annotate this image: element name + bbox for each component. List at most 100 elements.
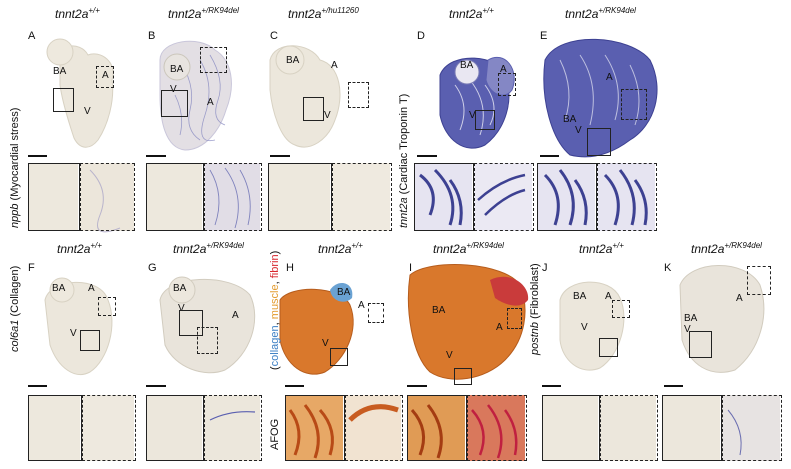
label-ba-C: BA bbox=[286, 55, 300, 66]
row-label-gene: col6a1 bbox=[9, 319, 21, 352]
scale-bar bbox=[542, 385, 561, 387]
label-a-G: A bbox=[232, 310, 239, 321]
header-E: tnnt2a+/RK94del bbox=[565, 6, 636, 21]
bulbus-A bbox=[46, 38, 74, 66]
row-label-gene: tnnt2a bbox=[398, 197, 410, 228]
allele: +/RK94del bbox=[201, 6, 239, 15]
roi-ventricle-K bbox=[689, 331, 712, 358]
roi-ventricle-F bbox=[80, 330, 100, 351]
gene-name: tnnt2a bbox=[168, 7, 202, 21]
inset-ventricle-E bbox=[537, 163, 597, 231]
label-ba-I: BA bbox=[432, 305, 446, 316]
stain-sep: , bbox=[269, 319, 281, 326]
header-A: tnnt2a+/+ bbox=[55, 6, 100, 21]
roi-atrium-G bbox=[197, 327, 218, 354]
allele: +/RK94del bbox=[598, 6, 636, 15]
stain-close: ) bbox=[269, 250, 281, 255]
scale-bar bbox=[146, 155, 166, 157]
row-label-desc: (Collagen) bbox=[9, 265, 21, 317]
panel-letter-I: I bbox=[409, 262, 413, 274]
heart-section-J bbox=[559, 281, 625, 371]
label-v-G: V bbox=[178, 303, 185, 314]
label-v-C: V bbox=[324, 110, 331, 121]
label-ba-B: BA bbox=[170, 64, 184, 75]
scale-bar bbox=[664, 385, 683, 387]
inset-tissue-row2 bbox=[28, 395, 780, 461]
scale-bar bbox=[270, 155, 290, 157]
label-ba-F: BA bbox=[52, 283, 66, 294]
panel-letter-J: J bbox=[542, 262, 548, 274]
heart-section-F bbox=[44, 281, 113, 375]
label-a-C: A bbox=[331, 60, 338, 71]
roi-ventricle-A bbox=[53, 88, 74, 112]
roi-atrium-F bbox=[98, 297, 116, 316]
stain-muscle: muscle bbox=[269, 284, 281, 320]
gene-name: tnnt2a bbox=[691, 242, 725, 256]
label-v-A: V bbox=[84, 106, 91, 117]
gene-name: tnnt2a bbox=[57, 242, 91, 256]
inset-atrium-D bbox=[474, 163, 534, 231]
atrium-D bbox=[485, 56, 515, 96]
scale-bar bbox=[285, 385, 304, 387]
row-label-tnnt2a: tnnt2a (Cardiac Troponin T) bbox=[398, 94, 410, 228]
allele: +/+ bbox=[88, 6, 100, 15]
row-label-nppb: nppb (Myocardial stress) bbox=[9, 108, 21, 228]
roi-atrium-C bbox=[348, 82, 369, 108]
gene-name: tnnt2a bbox=[565, 7, 599, 21]
bulbus-F bbox=[49, 277, 75, 303]
allele: +/+ bbox=[612, 241, 624, 250]
inset-ventricle-A bbox=[28, 163, 80, 231]
label-v-F: V bbox=[70, 328, 77, 339]
inset-atrium-C bbox=[332, 163, 392, 231]
header-B: tnnt2a+/RK94del bbox=[168, 6, 239, 21]
panel-letter-B: B bbox=[148, 30, 156, 42]
inset-atrium-H bbox=[345, 395, 403, 461]
inset-ventricle-H bbox=[285, 395, 345, 461]
heart-section-H bbox=[279, 288, 354, 375]
inset-atrium-K bbox=[722, 395, 782, 461]
bulbus-D bbox=[454, 59, 480, 85]
label-v-E: V bbox=[575, 125, 582, 136]
bulbus-H bbox=[330, 283, 353, 302]
roi-atrium-J bbox=[612, 300, 630, 318]
inset-ventricle-D bbox=[414, 163, 474, 231]
row-label-desc: (Fibroblast) bbox=[529, 263, 541, 319]
allele: +/RK94del bbox=[724, 241, 762, 250]
scale-bar bbox=[28, 155, 47, 157]
header-D: tnnt2a+/+ bbox=[449, 6, 494, 21]
roi-ventricle-D bbox=[475, 110, 495, 130]
row-label-gene: postnb bbox=[529, 321, 541, 355]
row-label-desc: (Cardiac Troponin T) bbox=[398, 93, 410, 195]
inset-atrium-B bbox=[204, 163, 262, 231]
roi-ventricle-B bbox=[161, 90, 188, 117]
roi-atrium-E bbox=[621, 89, 647, 120]
label-ba-J: BA bbox=[573, 291, 587, 302]
panel-letter-F: F bbox=[28, 262, 35, 274]
roi-atrium-B bbox=[200, 47, 227, 73]
inset-ventricle-C bbox=[268, 163, 332, 231]
label-v-K: V bbox=[684, 324, 691, 335]
allele: +/+ bbox=[482, 6, 494, 15]
fibrin-I bbox=[490, 276, 529, 306]
bulbus-G bbox=[168, 276, 196, 304]
header-H: tnnt2a+/+ bbox=[318, 241, 363, 256]
roi-ventricle-J bbox=[599, 338, 618, 357]
gene-name: tnnt2a bbox=[318, 242, 352, 256]
allele: +/RK94del bbox=[206, 241, 244, 250]
inset-atrium-F bbox=[82, 395, 136, 461]
scale-bar bbox=[407, 385, 427, 387]
panel-letter-K: K bbox=[664, 262, 672, 274]
label-a-I: A bbox=[496, 322, 503, 333]
panel-letter-A: A bbox=[28, 30, 36, 42]
scale-bar bbox=[417, 155, 437, 157]
inset-atrium-I bbox=[467, 395, 527, 461]
inset-tissue-row1 bbox=[28, 163, 655, 233]
row-label-afog-stains: (collagen, muscle, fibrin) bbox=[269, 251, 281, 370]
inset-ventricle-G bbox=[146, 395, 204, 461]
label-v-D: V bbox=[469, 110, 476, 121]
row-label-col6a1: col6a1 (Collagen) bbox=[9, 266, 21, 352]
label-ba-H: BA bbox=[337, 287, 351, 298]
gene-name: tnnt2a bbox=[173, 242, 207, 256]
bulbus-C bbox=[275, 45, 305, 75]
